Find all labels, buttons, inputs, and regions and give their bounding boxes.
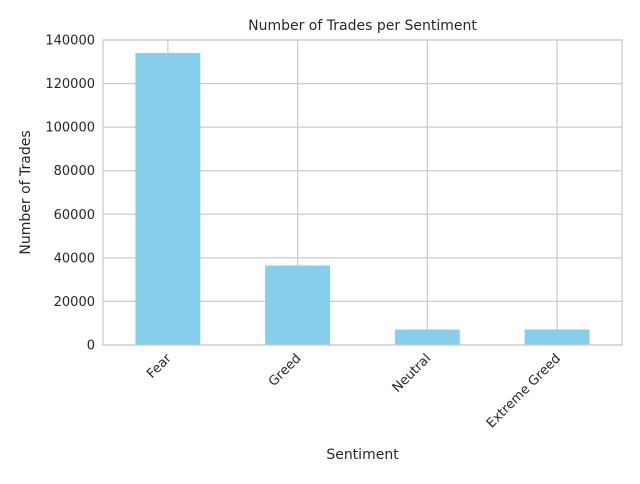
y-tick-labels: 0 20000 40000 60000 80000 100000 120000 140000 (45, 34, 95, 354)
y-tick-label: 0 (87, 339, 95, 354)
chart-title: Number of Trades per Sentiment (248, 18, 477, 34)
bar-extreme-greed (524, 329, 590, 345)
y-tick-label: 140000 (45, 34, 95, 49)
bar-greed (265, 265, 331, 345)
y-tick-label: 60000 (54, 208, 95, 223)
y-tick-label: 40000 (54, 251, 95, 266)
y-tick-label: 20000 (54, 295, 95, 310)
y-tick-label: 120000 (45, 77, 95, 92)
y-tick-label: 80000 (54, 164, 95, 179)
x-axis-label: Sentiment (326, 447, 399, 463)
y-axis-label: Number of Trades (18, 130, 34, 254)
bar-fear (135, 53, 201, 345)
bars (135, 53, 590, 345)
y-tick-label: 100000 (45, 121, 95, 136)
plot-frame (102, 39, 623, 346)
bar-neutral (394, 329, 460, 345)
